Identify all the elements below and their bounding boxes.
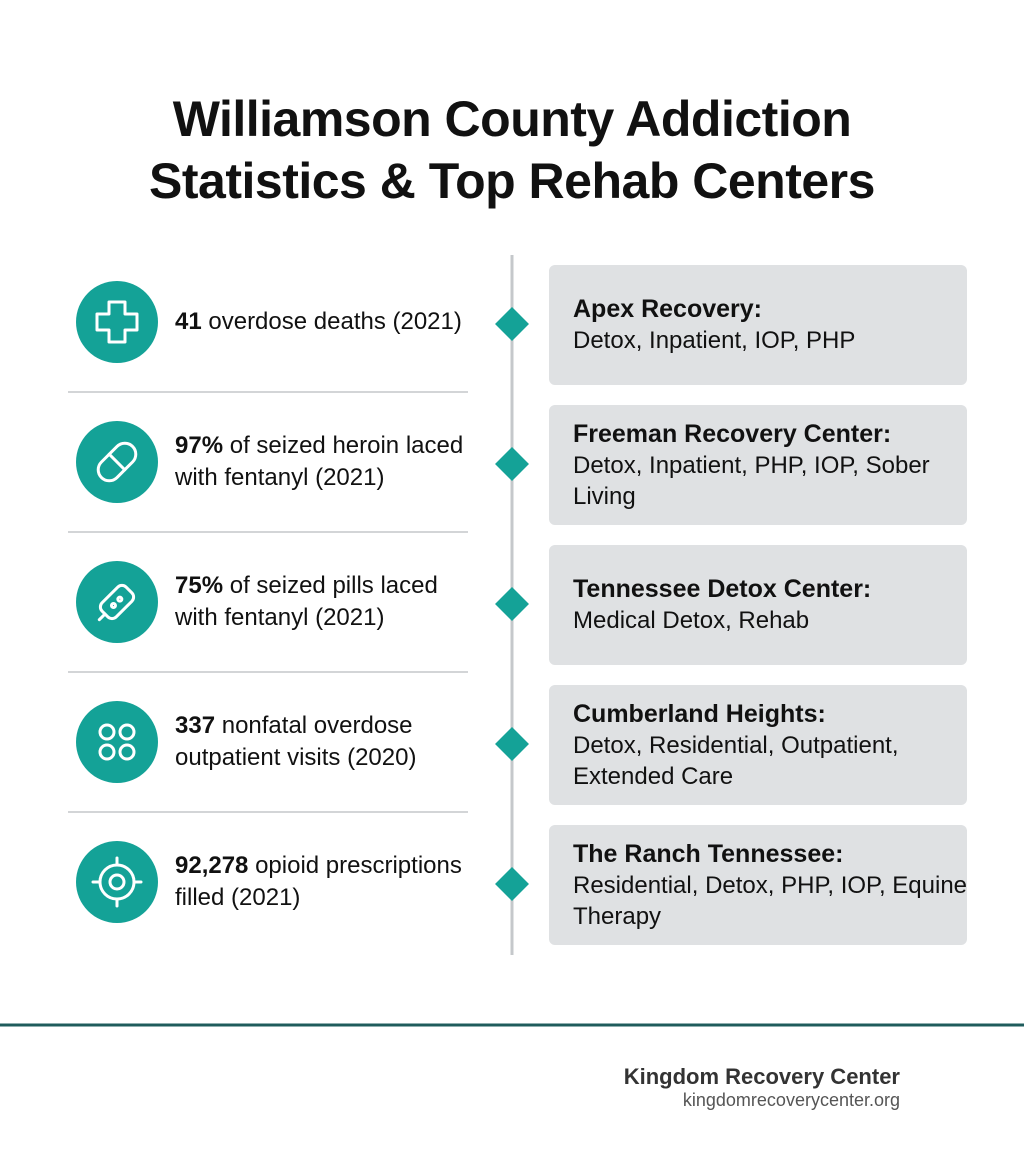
- center-services: Detox, Inpatient, PHP, IOP, Sober Living: [573, 451, 930, 510]
- stat: 41 overdose deaths (2021): [175, 262, 485, 382]
- diamond: [495, 727, 529, 761]
- center-name: Freeman Recovery Center:: [573, 419, 892, 448]
- center-card: Cumberland Heights: Detox, Residential, O…: [549, 685, 967, 805]
- stat-number: 337: [175, 712, 216, 739]
- center-card: The Ranch Tennessee: Residential, Detox, …: [549, 825, 967, 945]
- diamond: [495, 307, 529, 341]
- brand: Kingdom Recovery Center: [623, 1064, 900, 1089]
- center-name: The Ranch Tennessee:: [573, 839, 844, 868]
- icon-circles: [98, 723, 136, 761]
- stat: 92,278 opioid prescriptions filled (2021…: [175, 822, 485, 942]
- stat-description: of seized pills laced with fentanyl (202…: [175, 572, 438, 631]
- title: Williamson County Addiction Statistics &…: [149, 91, 875, 209]
- icon-pill: [96, 441, 138, 483]
- center-card: Apex Recovery: Detox, Inpatient, IOP, PHP: [549, 265, 967, 385]
- stat: 337 nonfatal overdose outpatient visits …: [175, 682, 485, 802]
- stat: 75% of seized pills laced with fentanyl …: [175, 542, 485, 662]
- center-name: Apex Recovery:: [573, 295, 762, 323]
- center-services: Residential, Detox, PHP, IOP, Equine The…: [573, 871, 968, 930]
- stat-text: 41 overdose deaths (2021): [175, 306, 462, 338]
- stat-text: 337 nonfatal overdose outpatient visits …: [175, 710, 485, 774]
- stat-description: nonfatal overdose outpatient visits (202…: [175, 712, 417, 771]
- icons: [76, 281, 158, 923]
- icon-bg: [76, 701, 158, 783]
- stat-number: 97%: [175, 432, 224, 459]
- center-services: Detox, Inpatient, IOP, PHP: [573, 327, 856, 354]
- stat-description: of seized heroin laced with fentanyl (20…: [175, 432, 464, 491]
- diamond: [495, 447, 529, 481]
- center-name: Cumberland Heights:: [573, 699, 826, 728]
- stat-number: 75%: [175, 572, 224, 599]
- stat: 97% of seized heroin laced with fentanyl…: [175, 402, 485, 522]
- center-services: Medical Detox, Rehab: [573, 607, 810, 634]
- stat-number: 41: [175, 308, 202, 335]
- stat-text: 75% of seized pills laced with fentanyl …: [175, 570, 485, 634]
- icon-bg: [76, 841, 158, 923]
- icon-target: [91, 856, 143, 908]
- icon-bg: [76, 281, 158, 363]
- center-card: Tennessee Detox Center: Medical Detox, Re…: [549, 545, 967, 665]
- url: kingdomrecoverycenter.org: [682, 1090, 900, 1110]
- center-card: Freeman Recovery Center: Detox, Inpatient…: [549, 405, 967, 525]
- diamond: [495, 587, 529, 621]
- stat-number: 92,278: [175, 852, 249, 879]
- icon-bg: [76, 561, 158, 643]
- icon-capsule: [97, 583, 136, 622]
- stat-text: 92,278 opioid prescriptions filled (2021…: [175, 850, 485, 914]
- stat-description: overdose deaths (2021): [201, 308, 462, 335]
- stat-text: 97% of seized heroin laced with fentanyl…: [175, 430, 485, 494]
- icon-cross: [95, 300, 139, 344]
- diamond: [495, 867, 529, 901]
- center-name: Tennessee Detox Center:: [573, 575, 872, 603]
- stat-description: opioid prescriptions filled (2021): [175, 852, 462, 911]
- center-services: Detox, Residential, Outpatient, Extended…: [573, 731, 899, 790]
